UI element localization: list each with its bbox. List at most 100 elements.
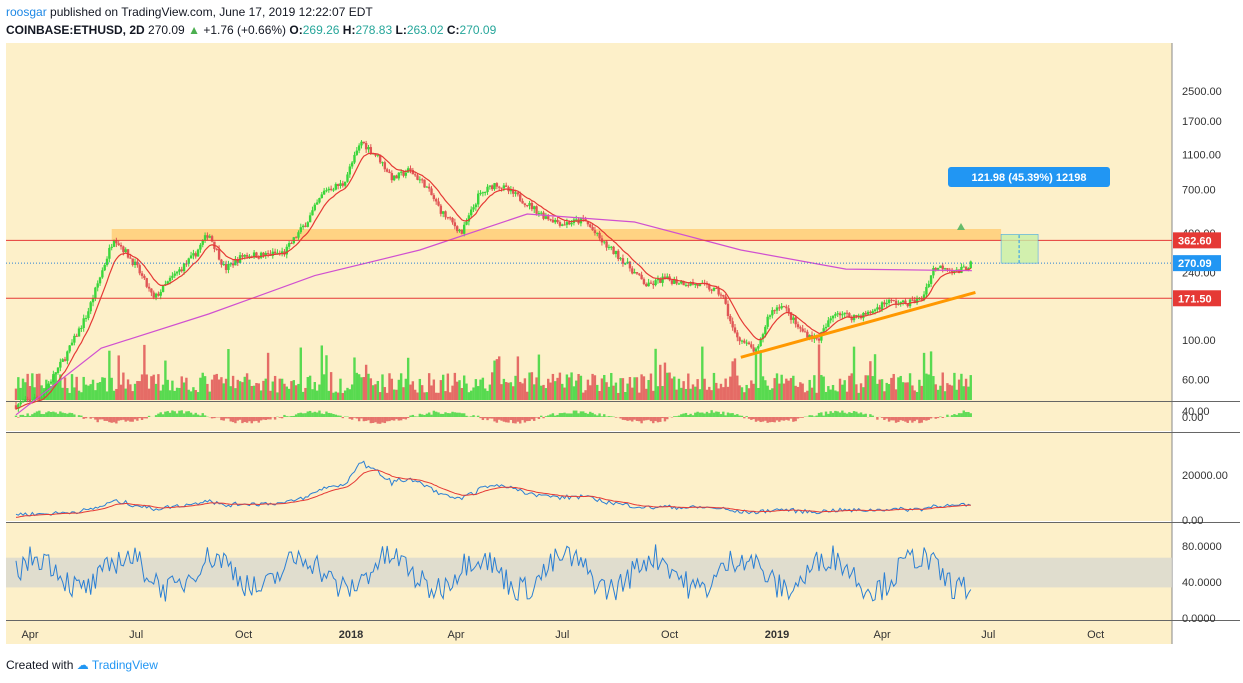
volume-bar bbox=[166, 379, 169, 400]
volume-bar bbox=[505, 382, 508, 400]
volume-bar bbox=[444, 391, 447, 400]
volume-bar bbox=[589, 385, 592, 400]
macd-bar bbox=[138, 417, 141, 419]
volume-bar bbox=[472, 387, 475, 400]
candle-body bbox=[350, 162, 354, 167]
candle-body bbox=[883, 302, 886, 305]
candle-body bbox=[24, 399, 27, 402]
volume-bar bbox=[420, 385, 424, 400]
candle-body bbox=[73, 335, 76, 343]
candle-body bbox=[89, 302, 92, 312]
volume-bar bbox=[913, 390, 916, 400]
volume-bar bbox=[962, 386, 965, 400]
candle-body bbox=[724, 296, 727, 304]
time-axis-pane[interactable] bbox=[6, 620, 1172, 644]
volume-bar bbox=[313, 382, 316, 400]
macd-bar bbox=[26, 413, 29, 417]
candle-body bbox=[395, 175, 398, 179]
macd-bar bbox=[19, 414, 22, 417]
candle-body bbox=[495, 183, 499, 187]
candle-body bbox=[617, 250, 620, 259]
volume-bar bbox=[329, 372, 333, 400]
interval-label[interactable]: 2D bbox=[129, 23, 145, 37]
obv-pane[interactable] bbox=[6, 433, 1172, 521]
candle-body bbox=[465, 221, 468, 225]
macd-bar bbox=[124, 417, 127, 422]
volume-bar bbox=[24, 382, 27, 400]
macd-bar bbox=[736, 414, 739, 417]
candle-body bbox=[166, 281, 169, 285]
macd-bar bbox=[460, 413, 464, 417]
volume-bar bbox=[150, 376, 153, 400]
volume-bar bbox=[862, 387, 865, 400]
candle-body bbox=[313, 204, 316, 211]
volume-bar bbox=[673, 376, 676, 400]
volume-bar bbox=[395, 389, 398, 400]
candle-body bbox=[474, 204, 478, 208]
current-price-tag: 270.09 bbox=[1178, 258, 1212, 270]
candle-body bbox=[262, 252, 265, 256]
macd-bar bbox=[906, 417, 909, 423]
candle-body bbox=[446, 217, 450, 219]
volume-bar bbox=[726, 386, 730, 400]
macd-bar bbox=[628, 417, 632, 421]
tradingview-logo-icon[interactable]: ☁ bbox=[76, 658, 89, 672]
volume-bar bbox=[939, 385, 942, 400]
volume-bar bbox=[932, 376, 935, 400]
macd-bar bbox=[101, 417, 104, 420]
candle-body bbox=[259, 252, 263, 258]
macd-bar bbox=[586, 413, 590, 417]
candle-body bbox=[236, 259, 239, 263]
macd-bar bbox=[306, 411, 309, 417]
volume-bar bbox=[371, 385, 375, 400]
candle-body bbox=[761, 334, 765, 339]
candle-body bbox=[845, 312, 849, 314]
volume-bar bbox=[122, 372, 125, 400]
macd-bar bbox=[304, 413, 307, 417]
volume-bar bbox=[21, 378, 25, 400]
macd-bar bbox=[537, 417, 541, 420]
candle-body bbox=[362, 141, 366, 144]
volume-bar bbox=[948, 384, 951, 400]
macd-bar bbox=[143, 417, 146, 419]
macd-bar bbox=[969, 413, 972, 417]
volume-bar bbox=[530, 372, 534, 400]
macd-bar bbox=[339, 415, 342, 417]
candle-body bbox=[785, 306, 788, 309]
candle-body bbox=[733, 327, 737, 333]
candle-body bbox=[364, 143, 368, 150]
author-link[interactable]: roosgar bbox=[6, 5, 47, 19]
candle-body bbox=[554, 219, 557, 223]
volume-bar bbox=[252, 385, 256, 400]
candle-body bbox=[404, 172, 408, 176]
candle-body bbox=[439, 205, 443, 214]
macd-bar bbox=[241, 417, 244, 424]
current-price-tag-box bbox=[1173, 255, 1221, 272]
macd-bar bbox=[551, 413, 555, 417]
volume-bar bbox=[488, 384, 492, 400]
candle-body bbox=[157, 293, 160, 296]
macd-bar bbox=[369, 417, 373, 424]
symbol-name[interactable]: COINBASE:ETHUSD bbox=[6, 23, 123, 37]
candle-body bbox=[607, 246, 611, 248]
tradingview-brand[interactable]: TradingView bbox=[91, 658, 158, 672]
candle-body bbox=[432, 195, 436, 200]
volume-bar bbox=[68, 392, 71, 400]
candle-body bbox=[764, 326, 767, 335]
macd-bar bbox=[157, 413, 160, 417]
volume-bar bbox=[689, 388, 692, 400]
volume-bar bbox=[824, 391, 828, 400]
candle-body bbox=[143, 275, 146, 279]
volume-bar bbox=[59, 374, 62, 400]
macd-bar bbox=[334, 414, 338, 417]
macd-bar bbox=[245, 417, 249, 423]
macd-tick-label: 0.00 bbox=[1182, 412, 1203, 424]
macd-bar bbox=[768, 417, 772, 423]
macd-bar bbox=[98, 417, 102, 420]
macd-bar bbox=[287, 416, 291, 417]
chart-canvas[interactable]: 121.98 (45.39%) 12198 2500.00 1700.00 1100… bbox=[0, 40, 1243, 653]
volume-bar bbox=[899, 375, 902, 400]
macd-bar bbox=[507, 417, 510, 423]
volume-bar bbox=[752, 383, 755, 400]
macd-bar bbox=[126, 417, 130, 421]
